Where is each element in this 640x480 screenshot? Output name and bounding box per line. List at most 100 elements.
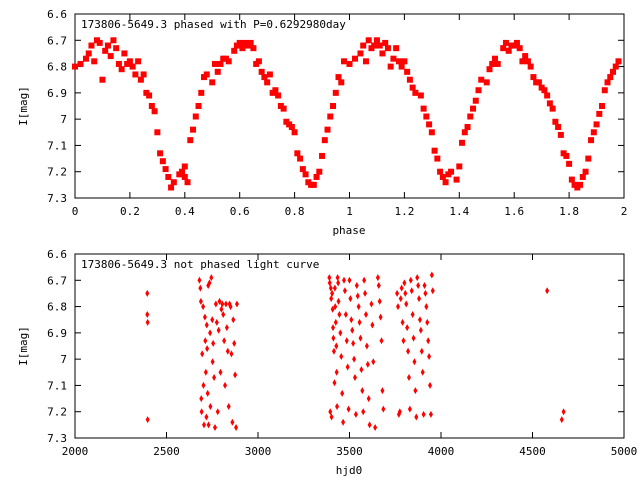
y-tick-label: 6.6 (47, 8, 67, 21)
y-tick-label: 6.9 (47, 327, 67, 340)
data-point (330, 103, 337, 109)
data-point (409, 84, 416, 91)
data-point (225, 58, 232, 65)
data-point (395, 58, 402, 65)
data-point (198, 297, 203, 305)
data-point (332, 89, 339, 96)
data-point (544, 92, 551, 99)
x-axis-ticks: 0 0.2 0.4 0.6 0.8 1 1.2 1.4 1.6 1.8 2 (72, 14, 627, 218)
data-point (137, 76, 144, 83)
data-point (427, 353, 432, 361)
x-tick-label: 5000 (611, 445, 638, 458)
data-point (190, 126, 197, 133)
data-point (522, 53, 529, 60)
data-point (360, 387, 365, 395)
data-point (331, 347, 336, 355)
data-point (585, 155, 592, 162)
data-point (212, 374, 217, 382)
data-point (472, 97, 479, 104)
y-tick-label: 7.2 (47, 406, 67, 419)
data-point (590, 129, 597, 136)
x-tick-label: 2500 (153, 445, 180, 458)
data-point (234, 300, 239, 308)
data-point (358, 334, 363, 342)
x-tick-label: 1.2 (394, 205, 414, 218)
data-point (549, 105, 556, 112)
data-point (363, 289, 368, 297)
data-point (291, 129, 298, 136)
y-tick-label: 6.6 (47, 248, 67, 261)
data-point (280, 105, 287, 112)
data-point (272, 87, 279, 94)
data-point (233, 371, 238, 379)
data-point (247, 39, 254, 46)
data-point (417, 92, 424, 99)
x-tick-label: 0.6 (230, 205, 250, 218)
data-point (431, 147, 438, 154)
data-point (313, 173, 320, 180)
data-point (218, 368, 223, 376)
data-point (491, 55, 498, 62)
data-point (228, 303, 233, 311)
data-point (439, 173, 446, 180)
data-point (336, 279, 341, 287)
data-point (500, 45, 507, 52)
data-point (470, 105, 477, 112)
data-point (215, 408, 220, 416)
x-axis-label: phase (332, 224, 365, 237)
x-axis-label: hjd0 (336, 464, 363, 477)
data-point (104, 42, 111, 49)
data-point (336, 297, 341, 305)
y-axis-label: I[mag] (17, 326, 30, 366)
x-tick-label: 0.4 (175, 205, 195, 218)
data-point (379, 50, 386, 57)
data-point (607, 74, 614, 81)
data-point (181, 173, 188, 180)
data-point (121, 50, 128, 57)
data-point (329, 413, 334, 421)
y-tick-label: 7 (60, 353, 67, 366)
data-point (211, 60, 218, 67)
data-point (615, 58, 622, 65)
x-tick-label: 1.4 (449, 205, 469, 218)
data-point (91, 58, 98, 65)
data-point (502, 39, 509, 46)
data-point (204, 321, 209, 329)
data-point (563, 152, 570, 159)
data-point (363, 310, 368, 318)
data-point (159, 158, 166, 165)
data-point (316, 168, 323, 175)
data-point (371, 358, 376, 366)
data-point (359, 366, 364, 374)
data-point (371, 42, 378, 49)
y-axis-ticks: 6.6 6.7 6.8 6.9 7 7.1 7.2 7.3 (47, 248, 624, 445)
data-point (426, 121, 433, 128)
data-point (593, 121, 600, 128)
data-point (205, 345, 210, 353)
data-point (524, 58, 531, 65)
data-point (403, 289, 408, 297)
data-point (331, 334, 336, 342)
data-point (416, 282, 421, 290)
data-point (214, 68, 221, 75)
data-point (415, 274, 420, 282)
data-point (357, 318, 362, 326)
data-point (399, 284, 404, 292)
data-point (209, 274, 214, 282)
data-point (210, 316, 215, 324)
y-tick-label: 7.1 (47, 379, 67, 392)
data-point (129, 63, 136, 70)
data-point (489, 60, 496, 67)
data-point (352, 355, 357, 363)
data-point (208, 329, 213, 337)
data-point (475, 87, 482, 94)
data-point (530, 74, 537, 81)
data-point (596, 110, 603, 117)
data-point (402, 279, 407, 287)
data-point (222, 337, 227, 345)
data-point (398, 63, 405, 70)
data-point (370, 321, 375, 329)
data-point (187, 137, 194, 144)
data-point (390, 55, 397, 62)
